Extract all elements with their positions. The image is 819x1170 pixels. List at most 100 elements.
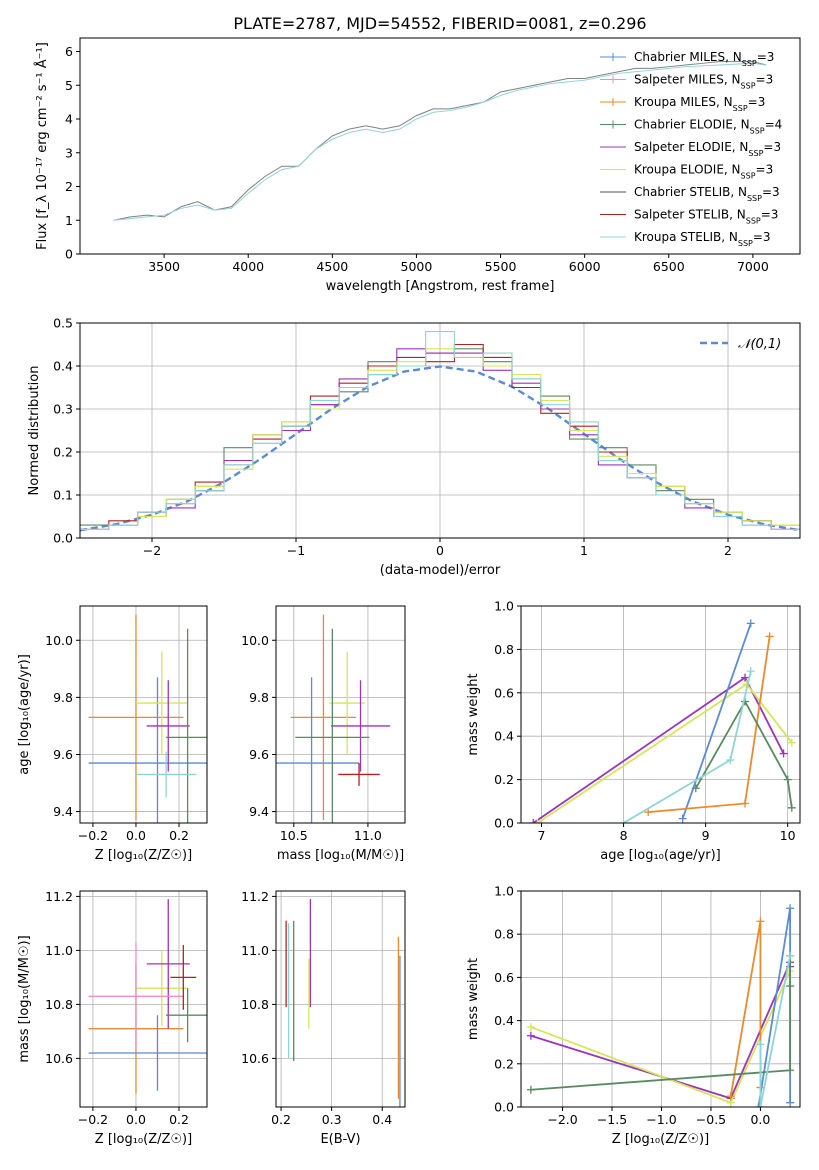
point-marker-line-4	[756, 917, 765, 926]
x-tick-label: 5000	[401, 259, 433, 274]
data-layer	[80, 331, 800, 532]
y-tick-label: 1.0	[494, 599, 514, 614]
y-tick-label: 0.8	[494, 642, 514, 657]
y-tick-label: 3	[65, 145, 73, 160]
chart-residuals: −2 −1 0 1 2 0.0 0.1 0.2 0.3 0.4 0.5 (data-model)/er…	[27, 316, 801, 578]
legend-entry: Kroupa MILES, NSSP=3	[600, 95, 765, 113]
chart-age-vs-mass: 10.5 11.0 9.4 9.6 9.8 10.0 mass [log₁₀(M/M☉)]	[241, 605, 406, 863]
x-tick-label: 6000	[569, 259, 601, 274]
x-tick-label: 2	[724, 543, 732, 558]
y-tick-label: 0.6	[494, 685, 514, 700]
data-layer	[276, 614, 391, 823]
x-tick-label: 5500	[485, 259, 517, 274]
x-axis-label: mass [log₁₀(M/M☉)]	[277, 848, 404, 863]
axes-frame	[275, 605, 406, 824]
x-tick-label: 0.2	[271, 1112, 291, 1127]
legend-entry: Kroupa ELODIE, NSSP=3	[600, 163, 773, 180]
y-axis-label: age [log₁₀(age/yr)]	[17, 654, 32, 775]
x-axis-label: Z [log₁₀(Z/Z☉)]	[95, 1132, 192, 1147]
series-line-2	[530, 970, 791, 1104]
axes-frame	[520, 890, 801, 1108]
y-tick-label: 10.6	[241, 1051, 269, 1066]
figure-title: PLATE=2787, MJD=54552, FIBERID=0081, z=0…	[233, 14, 646, 33]
y-tick-label: 0.4	[494, 1013, 514, 1028]
x-tick-label: 9	[702, 828, 710, 843]
x-tick-label: 4500	[316, 259, 348, 274]
y-tick-label: 11.2	[241, 889, 269, 904]
y-tick-label: 6	[65, 44, 73, 59]
x-tick-label: 8	[620, 828, 628, 843]
point-marker-line-5	[783, 775, 792, 784]
series-model	[113, 62, 767, 221]
y-tick-label: 0.0	[53, 531, 73, 546]
x-tick-label: 10.5	[280, 828, 308, 843]
y-tick-label: 11.0	[45, 943, 73, 958]
point-marker-line-1	[526, 1031, 535, 1040]
legend-label: 𝒩(0,1)	[738, 337, 781, 352]
x-tick-label: 10	[780, 828, 796, 843]
x-tick-label: 1	[580, 543, 588, 558]
y-tick-label: 10.6	[45, 1051, 73, 1066]
x-axis-label: (data-model)/error	[380, 563, 501, 578]
x-tick-label: 0.0	[750, 1112, 770, 1127]
point-marker-line-6	[746, 667, 755, 676]
point-marker-line-5	[786, 982, 795, 991]
point-marker-line-3	[754, 1103, 763, 1107]
y-tick-label: 10.0	[241, 633, 269, 648]
data-layer	[88, 614, 207, 823]
y-tick-label: 9.4	[249, 804, 269, 819]
point-marker-line-6	[756, 1103, 765, 1107]
point-marker-line-1	[779, 749, 788, 758]
x-tick-label: 4000	[232, 259, 264, 274]
histogram-hist-4	[80, 348, 800, 530]
y-axis-label: Normed distribution	[27, 366, 42, 496]
data-layer	[285, 899, 401, 1107]
axes-frame	[79, 890, 208, 1108]
data-layer	[529, 619, 796, 823]
y-axis-label: Flux [f_λ 10⁻¹⁷ erg cm⁻² s⁻¹ Å⁻¹]	[34, 42, 50, 250]
x-tick-label: 7	[538, 828, 546, 843]
axes-frame	[520, 605, 801, 824]
point-marker-line-6	[726, 756, 735, 765]
y-tick-label: 9.4	[53, 804, 73, 819]
y-tick-label: 1	[65, 213, 73, 228]
axes-frame	[79, 605, 208, 824]
x-tick-label: −0.5	[696, 1112, 726, 1127]
x-tick-label: −2.0	[547, 1112, 577, 1127]
plots-container: 3500 4000 4500 5000 5500 6000 6500 7000 0 1 2 3 4 5 6 w…	[17, 37, 801, 1147]
x-tick-label: 0.0	[126, 828, 146, 843]
point-marker-line-3	[786, 1098, 795, 1107]
point-marker-line-6	[756, 1040, 765, 1049]
histogram-hist-5	[80, 331, 800, 530]
x-tick-label: 0	[436, 543, 444, 558]
x-axis-label: E(B-V)	[320, 1132, 360, 1147]
y-tick-label: 5	[65, 78, 73, 93]
point-marker-line-3	[786, 904, 795, 913]
data-layer	[113, 61, 767, 221]
legend-entry: Salpeter ELODIE, NSSP=3	[600, 140, 781, 158]
legend-label: Kroupa STELIB, NSSP=3	[634, 230, 771, 248]
chart-age-vs-Z: −0.2 0.0 0.2 9.4 9.6 9.8 10.0 Z [log₁₀(Z/Z☉)] ag…	[17, 605, 208, 863]
y-tick-label: 0.3	[53, 402, 73, 417]
series-line-3	[681, 623, 752, 819]
legend-entry: Chabrier STELIB, NSSP=3	[600, 185, 780, 203]
point-marker-line-2	[526, 1023, 535, 1032]
legend-entry: Chabrier MILES, NSSP=3	[600, 50, 774, 68]
y-tick-label: 0.0	[494, 1100, 514, 1115]
y-tick-label: 9.6	[53, 747, 73, 762]
series-data	[113, 61, 767, 221]
point-marker-line-5	[786, 1066, 795, 1075]
point-marker-line-1	[741, 673, 750, 682]
x-axis-label: Z [log₁₀(Z/Z☉)]	[95, 848, 192, 863]
series-line-1	[530, 961, 792, 1100]
point-marker-line-6	[786, 951, 795, 960]
chart-mass-vs-Z: −0.2 0.0 0.2 10.6 10.8 11.0 11.2 Z [log₁₀(Z/Z☉)…	[17, 889, 208, 1147]
y-tick-label: 10.8	[45, 997, 73, 1012]
y-tick-label: 0.2	[494, 1056, 514, 1071]
y-tick-label: 11.0	[241, 943, 269, 958]
data-layer	[88, 899, 207, 1094]
x-axis-label: age [log₁₀(age/yr)]	[600, 848, 721, 863]
legend-entry: Salpeter STELIB, NSSP=3	[600, 208, 778, 225]
point-marker-line-4	[765, 632, 774, 641]
y-tick-label: 0.1	[53, 488, 73, 503]
